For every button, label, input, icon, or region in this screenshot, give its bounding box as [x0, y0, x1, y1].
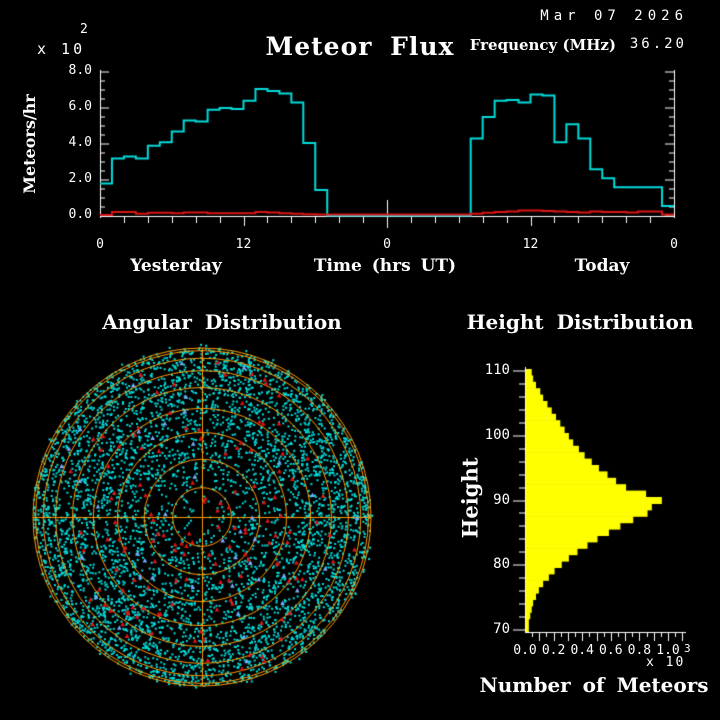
height-ytick-label: 100 [484, 426, 510, 443]
flux-y-scale-exponent: 2 [80, 22, 88, 37]
angular-distribution-title: Angular Distribution [102, 310, 342, 334]
height-xtick-label: 0.2 [541, 643, 566, 658]
frequency-value: 36.20 [629, 36, 687, 52]
height-ytick-label: 70 [493, 621, 510, 637]
height-ytick-label: 110 [484, 362, 510, 378]
height-x-scale-exponent: 3 [684, 642, 691, 655]
flux-ytick-label: 8.0 [68, 63, 92, 78]
date-text: Mar 07 2026 [540, 8, 688, 24]
flux-y-scale-base: x 10 [37, 40, 86, 58]
frequency-label: Frequency (MHz) [469, 36, 616, 54]
flux-ytick-label: 0.0 [68, 207, 92, 222]
flux-section-today: Today [574, 256, 630, 276]
flux-ytick-label: 2.0 [68, 171, 92, 186]
height-xtick-label: 1.0 [656, 643, 680, 658]
flux-ytick-label: 6.0 [68, 99, 92, 114]
flux-xtick-label: 0 [670, 237, 678, 252]
height-ytick-label: 80 [493, 556, 510, 573]
page-title: Meteor Flux [265, 32, 455, 61]
flux-xtick-label: 0 [96, 237, 104, 252]
height-xtick-label: 0.6 [599, 643, 623, 658]
height-x-axis-title: Number of Meteors [479, 673, 709, 697]
height-xtick-label: 0.0 [513, 643, 537, 658]
flux-xtick-label: 12 [522, 237, 539, 252]
flux-ytick-label: 4.0 [68, 135, 92, 150]
flux-xtick-label: 12 [235, 237, 252, 252]
flux-x-axis-title: Time (hrs UT) [313, 256, 457, 276]
height-x-scale-base: x 10 [646, 655, 686, 670]
height-xtick-label: 0.8 [627, 643, 652, 658]
height-xtick-label: 0.4 [570, 643, 594, 658]
flux-y-axis-title: Meteors/hr [20, 94, 40, 194]
height-distribution-title: Height Distribution [466, 310, 694, 334]
flux-xtick-label: 0 [383, 237, 391, 252]
height-ytick-label: 90 [493, 491, 510, 508]
flux-section-yesterday: Yesterday [130, 256, 222, 276]
